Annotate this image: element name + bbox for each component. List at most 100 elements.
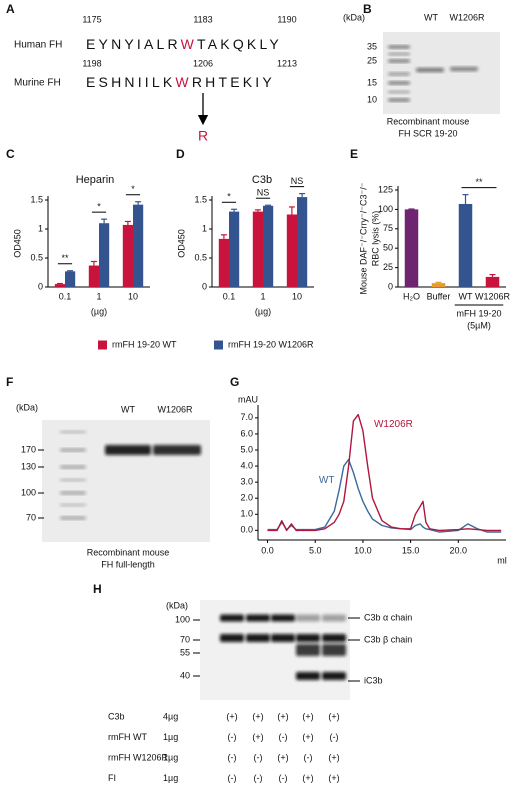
y-tick-label: 50	[383, 243, 393, 253]
marker-label: 100	[21, 487, 36, 497]
series-label: W1206R	[374, 419, 413, 430]
x-tick-label: H₂O	[403, 291, 420, 301]
significance: NS	[291, 176, 304, 186]
row-amount: 1µg	[163, 752, 178, 762]
significance: *	[97, 202, 101, 212]
legend-swatch	[214, 340, 223, 350]
lane-label: WT	[121, 404, 135, 414]
y-tick-label: 0.5	[194, 252, 207, 262]
y-tick-label: 100	[378, 204, 393, 214]
bar	[485, 276, 500, 287]
gel-band	[388, 98, 410, 102]
panel-label: E	[350, 147, 358, 161]
gel-band	[246, 614, 270, 622]
sequence-part: TAKQKLY	[197, 36, 282, 52]
gel-band	[60, 478, 86, 482]
gel-band	[388, 81, 410, 85]
error-bar	[489, 273, 496, 277]
row-amount: 4µg	[163, 711, 178, 721]
y-tick-label: 25	[383, 262, 393, 272]
bar	[431, 283, 446, 287]
mutation: R	[198, 128, 208, 144]
lane-condition: (+)	[328, 711, 339, 721]
position: 1206	[193, 58, 213, 68]
panel-label: B	[363, 2, 372, 16]
x-tick-label: Buffer	[427, 291, 451, 301]
gel-band	[450, 67, 478, 71]
lane-condition: (-)	[254, 773, 263, 783]
gel-band	[153, 445, 201, 455]
y-tick-label: 0.5	[30, 252, 43, 262]
gel-band	[246, 634, 270, 642]
x-tick-label: 10	[128, 291, 138, 301]
x-tick-label: 10.0	[354, 545, 372, 555]
lane-condition: (-)	[304, 752, 313, 762]
lane-condition: (+)	[328, 752, 339, 762]
row-label: rmFH WT	[108, 732, 147, 742]
error-bar	[67, 270, 74, 272]
y-tick-label: 7.0	[240, 412, 253, 422]
y-tick-label: 0.0	[240, 525, 253, 535]
highlight-residue: W	[175, 74, 191, 90]
gel-band	[60, 516, 86, 520]
error-bar	[135, 201, 142, 205]
marker-label: 70	[180, 634, 190, 644]
gel-band	[105, 445, 151, 455]
x-axis-label: (µg)	[255, 306, 271, 316]
gel-band	[388, 45, 410, 49]
group-label: mFH 19-20	[456, 308, 501, 318]
y-tick-label: 0	[202, 281, 207, 291]
y-axis-label: Mouse DAF⁻/⁻Crry⁻/⁻C3⁻/⁻	[358, 182, 368, 294]
gel-band	[296, 672, 320, 680]
significance: *	[131, 184, 135, 194]
bar	[99, 223, 110, 287]
marker-label: 100	[175, 614, 190, 624]
bar	[65, 271, 76, 287]
caption: Recombinant mouse	[87, 547, 170, 557]
sequence-part: ESHNIILK	[86, 74, 175, 90]
error-bar	[56, 282, 63, 285]
panel-label: H	[93, 582, 102, 596]
chart-title: Heparin	[76, 174, 115, 186]
gel-band	[296, 644, 320, 656]
gel-band	[296, 634, 320, 642]
position: 1190	[277, 14, 296, 24]
line	[267, 458, 502, 533]
y-axis-label: mAU	[238, 394, 258, 404]
x-tick-label: 0.0	[261, 545, 274, 555]
position: 1175	[82, 14, 101, 24]
sequence: ESHNIILKWRHTEKIY	[86, 74, 275, 90]
gel-band	[322, 634, 346, 642]
panel-label: F	[6, 375, 13, 389]
error-bar	[254, 209, 261, 212]
gel-band	[322, 672, 346, 680]
band-label: C3b β chain	[364, 634, 412, 644]
significance: **	[61, 253, 69, 263]
lane-condition: (-)	[330, 732, 339, 742]
error-bar	[265, 204, 272, 206]
series-label: WT	[319, 475, 335, 486]
species-label: Murine FH	[14, 78, 61, 89]
bar	[297, 197, 308, 287]
x-tick-label: W1206R	[475, 291, 511, 301]
x-tick-label: 1	[260, 291, 265, 301]
panel-label: A	[6, 2, 15, 16]
x-tick-label: 0.1	[223, 291, 236, 301]
caption: FH full-length	[101, 559, 155, 569]
row-label: rmFH W1206R	[108, 752, 169, 762]
marker-label: 130	[21, 461, 36, 471]
error-bar	[220, 234, 227, 239]
chart-title: C3b	[252, 174, 272, 186]
row-label: FI	[108, 773, 116, 783]
marker-label: 40	[180, 670, 190, 680]
caption: Recombinant mouse	[387, 116, 470, 126]
gel-band	[388, 59, 410, 63]
panel-label: C	[6, 147, 15, 161]
species-label: Human FH	[14, 40, 62, 51]
x-axis-label: (µg)	[91, 306, 107, 316]
band-label: iC3b	[364, 675, 383, 685]
gel-band	[60, 503, 86, 507]
group-label: (5µM)	[467, 320, 491, 330]
marker-label: 170	[21, 444, 36, 454]
